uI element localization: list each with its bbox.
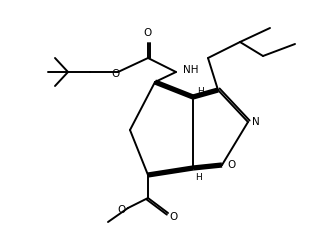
Text: H: H [196,172,202,182]
Text: NH: NH [183,65,198,75]
Text: O: O [227,160,235,170]
Text: O: O [112,69,120,79]
Text: O: O [169,212,177,222]
Text: H: H [198,88,204,96]
Text: O: O [118,205,126,215]
Text: N: N [252,117,260,127]
Text: O: O [144,28,152,38]
